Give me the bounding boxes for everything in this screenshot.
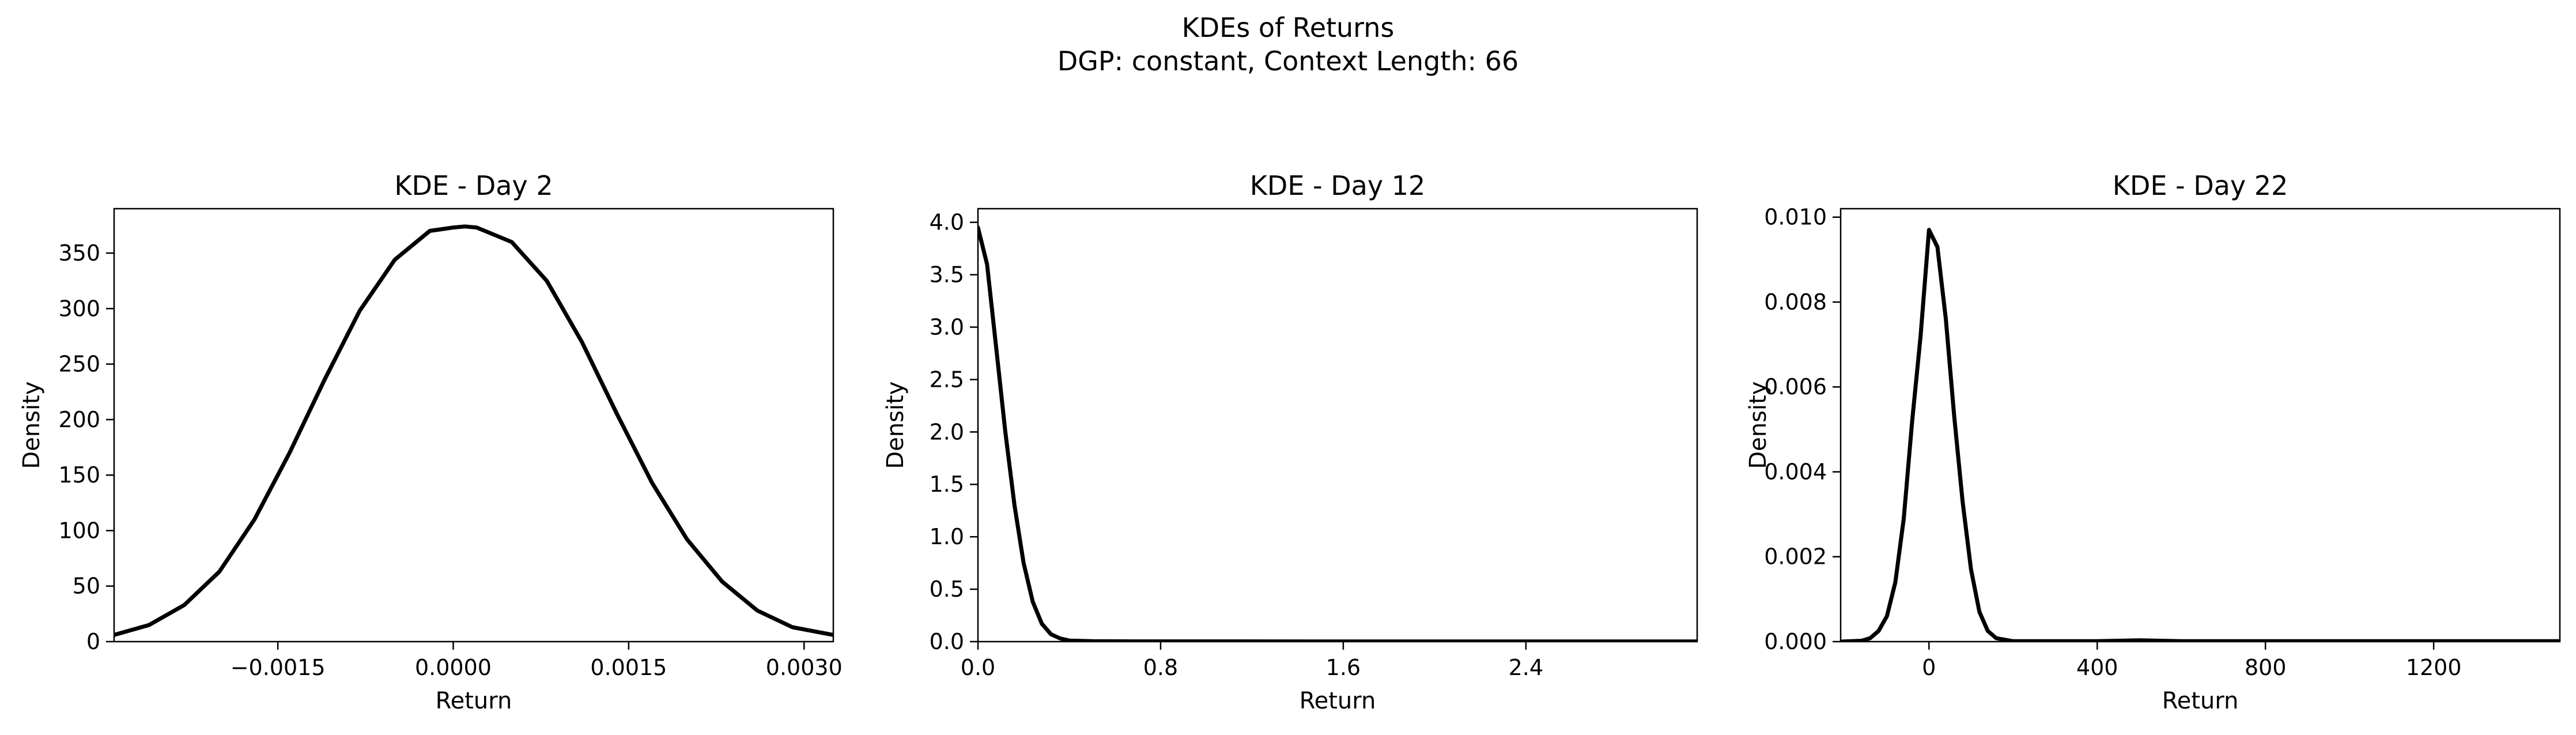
subplot-1-xtick-label: 0.0030 xyxy=(766,655,843,680)
subplot-2-xtick-label: 0.0 xyxy=(961,655,995,680)
subplot-1-xtick-label: −0.0015 xyxy=(231,655,326,680)
subplot-1-ylabel: Density xyxy=(18,381,45,469)
subplot-3-xtick-label: 1200 xyxy=(2406,655,2462,680)
subplot-2-ytick-label: 4.0 xyxy=(930,210,964,235)
subplot-1-ytick-label: 50 xyxy=(73,574,100,599)
subplot-3-ylabel: Density xyxy=(1745,381,1772,469)
subplot-1-kde-line xyxy=(114,224,833,637)
subplot-3-title: KDE - Day 22 xyxy=(2113,170,2288,201)
subplot-1-ytick-label: 200 xyxy=(58,407,100,432)
subplot-3-ytick-label: 0.000 xyxy=(1764,629,1827,654)
subplot-2-ytick-label: 0.0 xyxy=(930,629,964,654)
subplot-1: KDE - Day 2 −0.0015 0.0000 0.0015 0.0030 0 50 1… xyxy=(18,170,843,714)
subplot-2-frame xyxy=(977,208,1698,643)
subplot-3-kde-line xyxy=(1841,228,2560,642)
subplot-1-ytick-label: 100 xyxy=(58,518,100,543)
subplot-3-xtick-label: 800 xyxy=(2245,655,2287,680)
subplot-3: KDE - Day 22 0 400 800 1200 0.000 0.002 0.004 0.… xyxy=(1745,170,2561,714)
figure-suptitle-line1: KDEs of Returns xyxy=(1182,12,1395,43)
subplot-3-frame xyxy=(1840,208,2561,643)
subplot-2-xlabel: Return xyxy=(1300,688,1376,714)
subplot-2-ytick-label: 3.0 xyxy=(930,314,964,340)
subplot-2-xtick-label: 0.8 xyxy=(1143,655,1178,680)
subplot-1-xlabel: Return xyxy=(436,688,512,714)
subplot-2-title: KDE - Day 12 xyxy=(1250,170,1425,201)
subplot-3-ytick-label: 0.006 xyxy=(1764,374,1827,399)
subplot-2-kde-line xyxy=(978,225,1697,642)
subplot-1-title: KDE - Day 2 xyxy=(394,170,553,201)
subplot-1-ytick-label: 350 xyxy=(58,240,100,266)
subplot-3-xlabel: Return xyxy=(2162,688,2239,714)
subplot-3-xtick-label: 400 xyxy=(2076,655,2118,680)
subplot-2-ytick-label: 3.5 xyxy=(930,262,964,288)
subplot-2-ytick-label: 1.0 xyxy=(930,524,964,549)
subplot-2-xtick-label: 2.4 xyxy=(1509,655,1543,680)
subplot-1-ytick-label: 300 xyxy=(58,296,100,321)
subplot-3-ytick-label: 0.010 xyxy=(1764,205,1827,230)
subplot-2-ytick-label: 0.5 xyxy=(930,576,964,602)
subplot-2-ytick-label: 2.0 xyxy=(930,419,964,444)
subplot-1-ytick-label: 250 xyxy=(58,352,100,377)
figure-suptitle-line2: DGP: constant, Context Length: 66 xyxy=(1057,46,1519,77)
subplot-2-ytick-label: 1.5 xyxy=(930,472,964,497)
subplot-3-ytick-label: 0.002 xyxy=(1764,544,1827,570)
subplot-1-xtick-label: 0.0000 xyxy=(415,655,492,680)
subplot-2-ylabel: Density xyxy=(882,381,909,469)
subplot-1-ytick-label: 150 xyxy=(58,462,100,488)
subplot-3-ytick-label: 0.004 xyxy=(1764,459,1827,484)
subplot-1-frame xyxy=(113,208,834,643)
subplot-panels: KDE - Day 2−0.0015 0.0000 0.0015 0.00300501… xyxy=(18,170,2561,714)
subplot-3-xtick-label: 0 xyxy=(1922,655,1936,680)
subplot-3-ytick-label: 0.008 xyxy=(1764,289,1827,315)
subplot-1-xtick-label: 0.0015 xyxy=(590,655,667,680)
subplot-2: KDE - Day 12 0.0 0.8 1.6 2.4 0.0 0.5 1.0 1.5 2.0 2… xyxy=(882,170,1698,714)
subplot-2-ytick-label: 2.5 xyxy=(930,367,964,392)
subplot-1-ytick-label: 0 xyxy=(86,629,100,654)
subplot-2-xtick-label: 1.6 xyxy=(1326,655,1361,680)
